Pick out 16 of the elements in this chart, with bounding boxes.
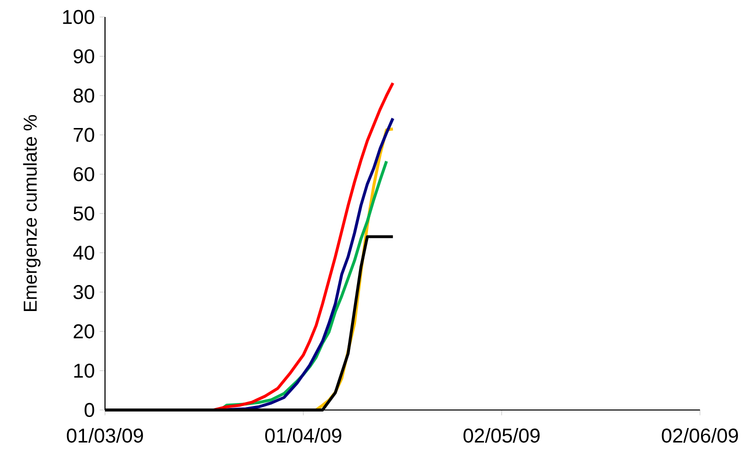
y-tick-label: 0 — [84, 402, 94, 418]
y-tick-label: 70 — [74, 128, 94, 142]
y-tick-label: 80 — [74, 88, 94, 103]
y-tick-label: 50 — [74, 206, 94, 221]
y-tick-label: 20 — [74, 324, 94, 338]
y-tick-label: 10 — [74, 364, 94, 378]
x-tick-label: 01/04/09 — [265, 428, 342, 443]
y-tick-label: 30 — [73, 285, 94, 300]
x-tick-label: 02/05/09 — [464, 428, 540, 443]
y-tick-label: 40 — [73, 246, 94, 260]
y-axis-title: Emergenze cumulate % — [23, 115, 41, 312]
x-tick-label: 02/06/09 — [662, 428, 738, 443]
x-tick-label: 01/03/09 — [66, 428, 143, 443]
y-tick-label: 100 — [63, 10, 94, 24]
y-tick-label: 90 — [74, 49, 94, 64]
y-tick-label: 60 — [74, 167, 94, 182]
